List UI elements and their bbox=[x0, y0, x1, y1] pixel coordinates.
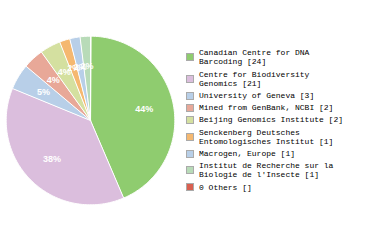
svg-text:4%: 4% bbox=[57, 67, 71, 78]
svg-text:44%: 44% bbox=[135, 104, 153, 114]
html-text:Mined from GenBank, NCBI [2]: Mined from GenBank, NCBI [2] bbox=[199, 103, 334, 113]
html-text:Institut de Recherche sur la B: Institut de Recherche sur la Biologie de… bbox=[199, 161, 334, 180]
html-text:0 Others []: 0 Others [] bbox=[199, 182, 252, 192]
html-text:Canadian Centre for DNA Barcod: Canadian Centre for DNA Barcoding [24] bbox=[199, 48, 310, 67]
html-text:Beijing Genomics Institute [2]: Beijing Genomics Institute [2] bbox=[199, 115, 343, 125]
html-text:Centre for Biodiversity Genomi: Centre for Biodiversity Genomics [21] bbox=[199, 69, 310, 88]
svg-text:38%: 38% bbox=[43, 154, 61, 164]
html-text:Macrogen, Europe [1]: Macrogen, Europe [1] bbox=[199, 149, 295, 158]
svg-text:2%: 2% bbox=[81, 61, 94, 71]
svg-text:4%: 4% bbox=[46, 75, 60, 86]
html-text:University of Geneva [3]: University of Geneva [3] bbox=[199, 91, 315, 100]
html-text:Senckenberg Deutsches Entomolo: Senckenberg Deutsches Entomologisches In… bbox=[199, 127, 334, 146]
svg-text:5%: 5% bbox=[37, 87, 50, 97]
